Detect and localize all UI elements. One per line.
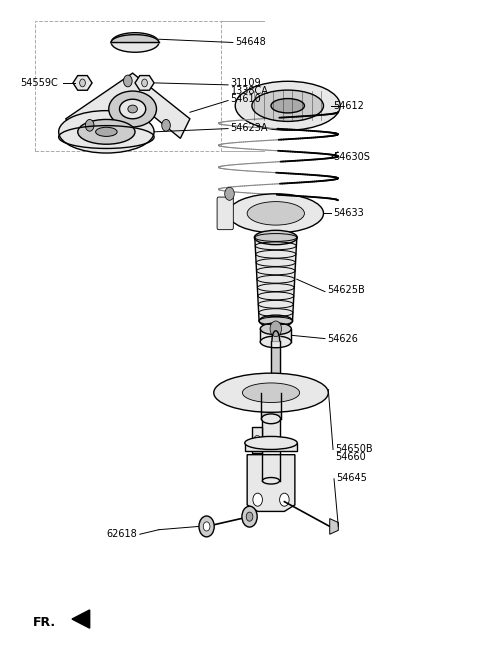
Ellipse shape bbox=[262, 414, 281, 424]
Text: 62618: 62618 bbox=[107, 529, 137, 539]
Circle shape bbox=[199, 516, 214, 537]
Polygon shape bbox=[72, 610, 90, 628]
Ellipse shape bbox=[109, 91, 156, 127]
Circle shape bbox=[280, 493, 289, 506]
Text: 54660: 54660 bbox=[336, 453, 366, 462]
Ellipse shape bbox=[228, 194, 324, 233]
Polygon shape bbox=[247, 455, 295, 512]
Ellipse shape bbox=[247, 202, 304, 225]
Ellipse shape bbox=[271, 98, 304, 113]
Polygon shape bbox=[245, 443, 297, 451]
Circle shape bbox=[242, 506, 257, 527]
Ellipse shape bbox=[263, 477, 280, 484]
Ellipse shape bbox=[252, 90, 324, 121]
Text: 54630S: 54630S bbox=[333, 151, 370, 162]
Ellipse shape bbox=[96, 127, 117, 136]
Circle shape bbox=[270, 321, 281, 337]
Ellipse shape bbox=[259, 315, 292, 327]
Polygon shape bbox=[66, 73, 190, 138]
Circle shape bbox=[80, 79, 85, 87]
Polygon shape bbox=[330, 519, 338, 534]
Text: 1338CA: 1338CA bbox=[230, 86, 268, 96]
Text: 54633: 54633 bbox=[333, 208, 364, 218]
Text: 54626: 54626 bbox=[327, 333, 358, 344]
Polygon shape bbox=[73, 75, 92, 90]
Ellipse shape bbox=[59, 111, 154, 153]
Text: 54650B: 54650B bbox=[336, 444, 373, 454]
Circle shape bbox=[203, 522, 210, 531]
FancyBboxPatch shape bbox=[217, 197, 233, 230]
Ellipse shape bbox=[260, 336, 291, 348]
Text: 31109: 31109 bbox=[230, 78, 261, 88]
Text: 54610: 54610 bbox=[230, 94, 261, 104]
Circle shape bbox=[254, 436, 261, 445]
Text: 54559C: 54559C bbox=[21, 78, 58, 88]
Text: 54612: 54612 bbox=[333, 101, 364, 111]
Ellipse shape bbox=[254, 231, 297, 245]
Text: 54648: 54648 bbox=[235, 37, 266, 47]
FancyBboxPatch shape bbox=[252, 427, 263, 453]
Ellipse shape bbox=[78, 119, 135, 144]
Circle shape bbox=[246, 512, 253, 521]
Circle shape bbox=[142, 79, 147, 87]
Circle shape bbox=[85, 119, 94, 131]
Text: 54625B: 54625B bbox=[327, 286, 365, 295]
Ellipse shape bbox=[242, 383, 300, 403]
Ellipse shape bbox=[111, 33, 159, 52]
Text: 54623A: 54623A bbox=[230, 123, 268, 133]
Circle shape bbox=[123, 75, 132, 87]
Text: 54645: 54645 bbox=[336, 472, 367, 483]
Ellipse shape bbox=[260, 323, 291, 335]
Circle shape bbox=[253, 493, 263, 506]
Ellipse shape bbox=[235, 81, 340, 130]
Ellipse shape bbox=[245, 436, 297, 449]
Ellipse shape bbox=[120, 99, 146, 119]
Ellipse shape bbox=[128, 105, 137, 113]
Ellipse shape bbox=[214, 373, 328, 412]
Circle shape bbox=[225, 187, 234, 200]
Text: FR.: FR. bbox=[33, 616, 56, 629]
Circle shape bbox=[162, 119, 170, 131]
Polygon shape bbox=[135, 75, 154, 90]
